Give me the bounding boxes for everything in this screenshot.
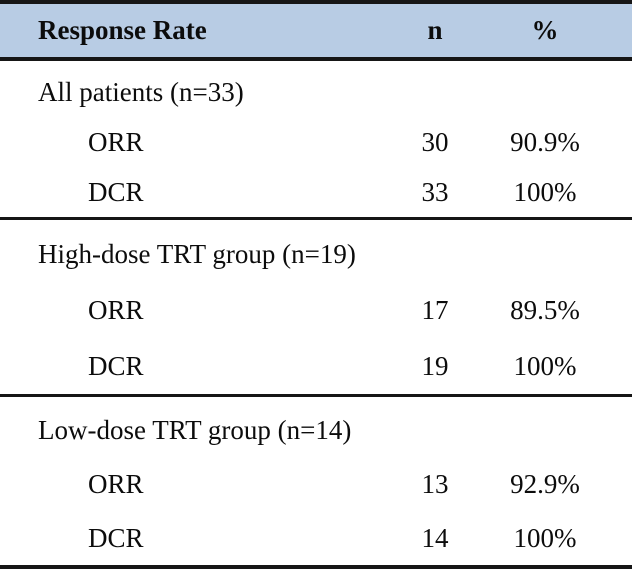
row-label: ORR [88,126,144,157]
row-label: ORR [88,468,144,499]
section-header-label: Low-dose TRT group (n=14) [38,414,352,445]
row-n-value: 13 [421,468,449,499]
table-row: DCR 33 100% [0,167,632,217]
section-header-row: High-dose TRT group (n=19) [0,226,632,282]
section-header-row: Low-dose TRT group (n=14) [0,403,632,457]
column-header-response-rate: Response Rate [38,15,207,45]
row-n-value: 14 [421,522,449,553]
row-pct-value: 100% [513,176,577,207]
row-label: ORR [88,294,144,325]
section-high-dose-trt: High-dose TRT group (n=19) ORR 17 89.5% … [0,220,632,397]
table-row: ORR 30 90.9% [0,117,632,167]
row-n-value: 33 [421,176,449,207]
row-n-value: 30 [421,126,449,157]
table-row: ORR 17 89.5% [0,282,632,338]
table-row: DCR 19 100% [0,338,632,394]
row-label: DCR [88,522,144,553]
section-header-label: All patients (n=33) [38,76,244,107]
row-pct-value: 89.5% [510,294,580,325]
table-row: DCR 14 100% [0,511,632,565]
row-pct-value: 100% [513,350,577,381]
row-label: DCR [88,350,144,381]
section-header-row: All patients (n=33) [0,67,632,117]
row-pct-value: 90.9% [510,126,580,157]
section-all-patients: All patients (n=33) ORR 30 90.9% DCR 33 … [0,61,632,220]
row-n-value: 19 [421,350,449,381]
table-row: ORR 13 92.9% [0,457,632,511]
section-low-dose-trt: Low-dose TRT group (n=14) ORR 13 92.9% D… [0,397,632,569]
column-header-percent: % [531,15,559,45]
table-header-row: Response Rate n % [0,0,632,61]
column-header-n: n [427,15,443,45]
row-pct-value: 100% [513,522,577,553]
row-label: DCR [88,176,144,207]
row-n-value: 17 [421,294,449,325]
row-pct-value: 92.9% [510,468,580,499]
section-header-label: High-dose TRT group (n=19) [38,238,356,269]
